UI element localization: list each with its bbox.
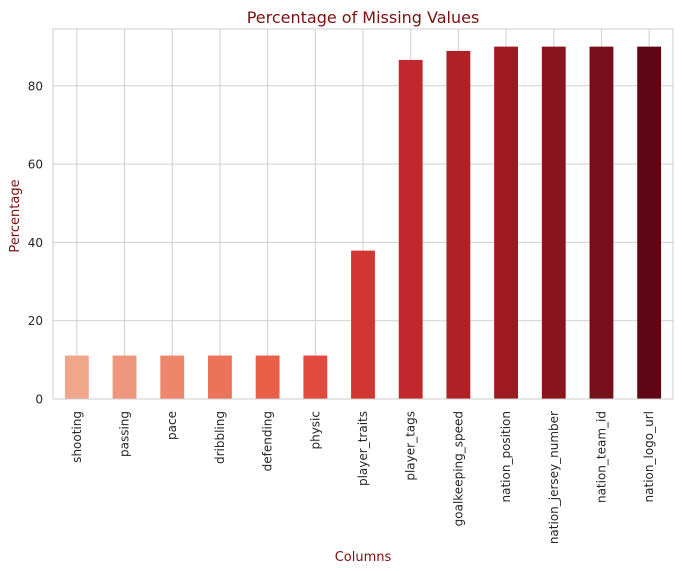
bars (64, 46, 662, 400)
bar-passing (112, 355, 137, 399)
x-tick-label: goalkeeping_speed (451, 411, 465, 526)
x-tick-label: nation_position (499, 411, 513, 502)
x-tick-label: dribbling (213, 411, 227, 464)
bar-nation-jersey-number (541, 46, 566, 399)
bar-pace (160, 355, 185, 399)
y-tick-label: 0 (35, 393, 43, 407)
x-tick-label: defending (261, 411, 275, 471)
x-tick-label: shooting (70, 411, 84, 463)
x-tick-label: nation_jersey_number (547, 411, 561, 544)
bar-defending (255, 355, 280, 399)
x-tick-label: physic (308, 411, 322, 450)
x-tick-label: player_tags (404, 411, 418, 481)
bar-dribbling (208, 355, 232, 399)
bar-nation-logo-url (637, 46, 662, 399)
y-axis-ticks: 0 20 40 60 80 (28, 79, 43, 406)
plot-frame (52, 28, 674, 400)
y-axis-label: Percentage (8, 179, 23, 252)
bar-nation-position (494, 46, 518, 399)
x-tick-label: pace (165, 411, 179, 440)
y-tick-label: 80 (28, 79, 43, 93)
x-axis-label: Columns (335, 550, 392, 565)
bar-physic (303, 355, 328, 399)
x-tick-label: passing (118, 411, 132, 457)
bar-player-traits (351, 250, 375, 399)
bar-player-tags (398, 59, 423, 400)
x-tick-label: player_traits (356, 411, 370, 486)
x-tick-label: nation_team_id (594, 411, 608, 503)
y-tick-label: 20 (28, 314, 43, 328)
chart-title: Percentage of Missing Values (247, 8, 480, 27)
x-axis-ticks: shooting passing pace dribbling defending phy… (70, 411, 656, 544)
bar-shooting (64, 355, 89, 399)
bar-goalkeeping-speed (446, 50, 471, 399)
y-tick-label: 60 (28, 158, 43, 172)
x-tick-label: nation_logo_url (642, 411, 656, 502)
y-tick-label: 40 (28, 236, 43, 250)
bar-nation-team-id (589, 46, 614, 399)
